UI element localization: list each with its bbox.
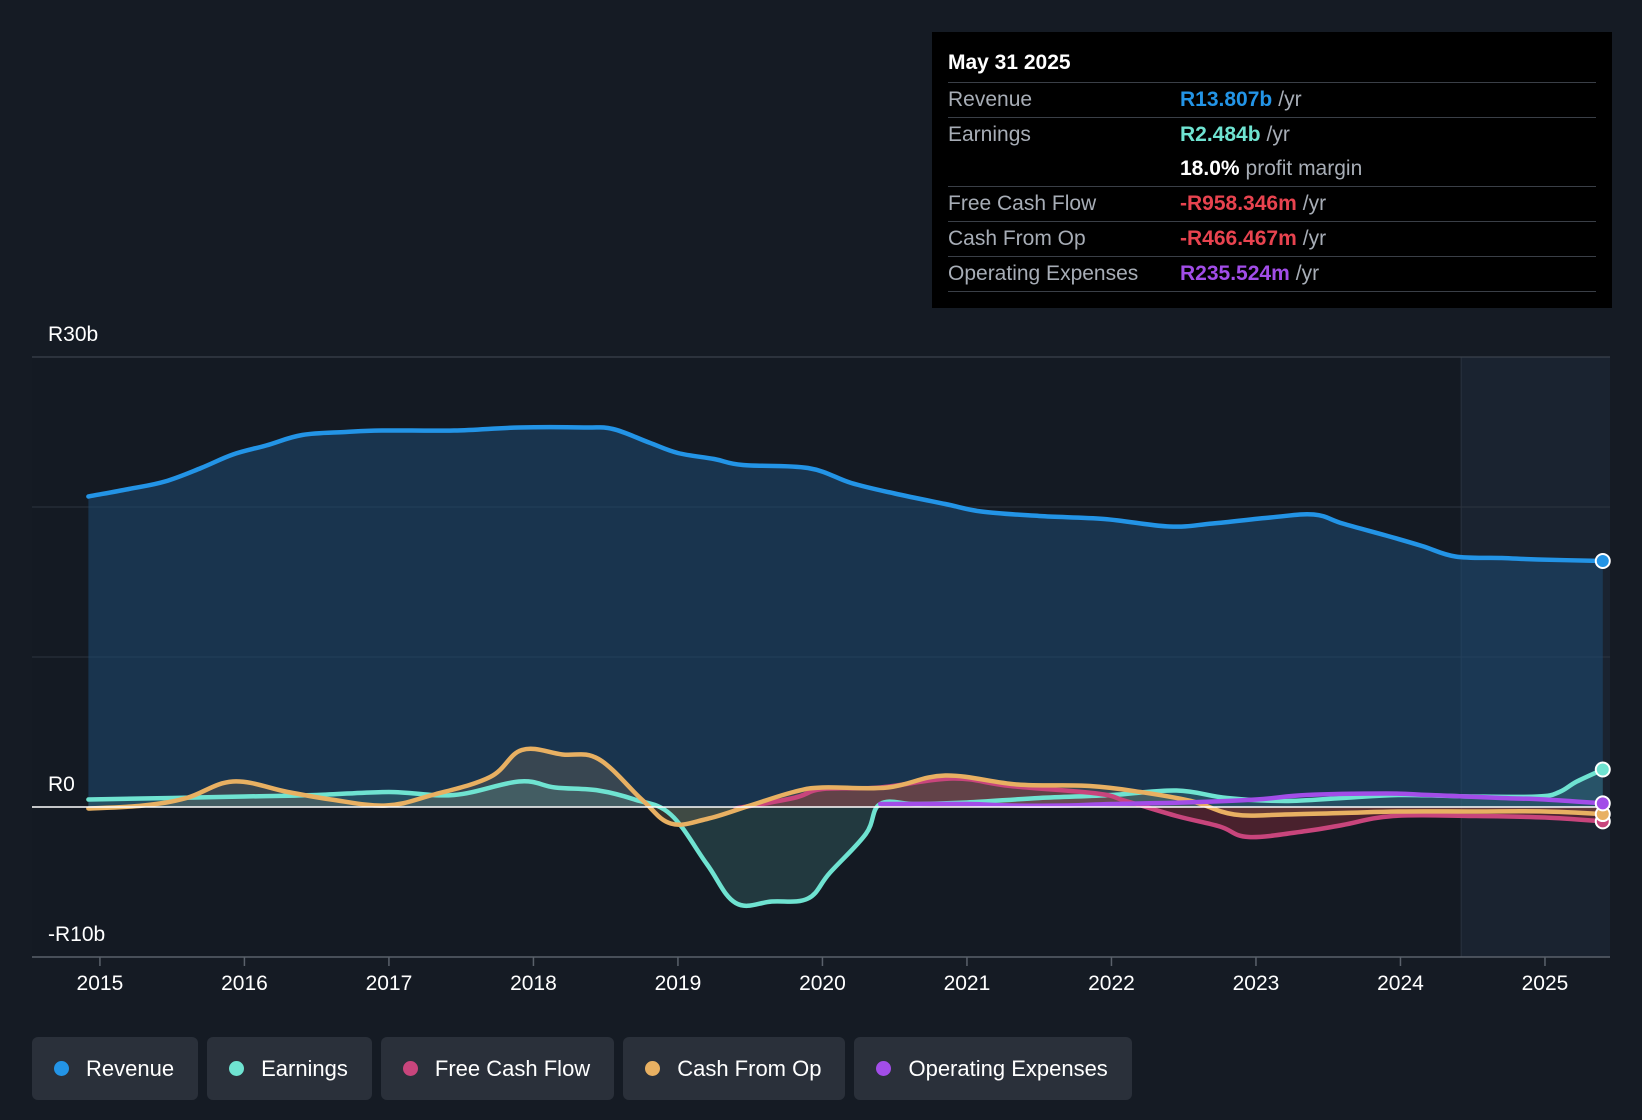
tooltip-value: R13.807b: [1180, 88, 1273, 111]
y-tick-label: R30b: [48, 323, 98, 346]
earnings-area: [88, 769, 1603, 906]
tooltip-label: Operating Expenses: [948, 262, 1139, 285]
free-cash-flow-dot-icon: [402, 1061, 418, 1076]
tooltip-label: Cash From Op: [948, 227, 1086, 250]
tooltip-value: -R466.467m: [1180, 227, 1297, 250]
tooltip-value: R235.524m: [1180, 262, 1290, 285]
tooltip-row-free-cash-flow: Free Cash Flow -R958.346m /yr: [948, 186, 1596, 221]
x-tick-label: 2020: [799, 972, 846, 995]
tooltip-unit: /yr: [1266, 123, 1290, 146]
legend-label: Operating Expenses: [908, 1055, 1108, 1081]
tooltip-date: May 31 2025: [948, 51, 1071, 74]
legend-item-cash-from-op[interactable]: Cash From Op: [623, 1037, 846, 1100]
legend-label: Revenue: [86, 1055, 175, 1081]
cash-from-op-dot-icon: [645, 1061, 661, 1076]
operating-expenses-dot-icon: [876, 1061, 892, 1076]
revenue-end-marker: [1594, 553, 1611, 569]
x-tick-label: 2015: [77, 972, 124, 995]
tooltip-row-operating-expenses: Operating Expenses R235.524m /yr: [948, 256, 1596, 292]
revenue-dot-icon: [54, 1061, 69, 1076]
x-tick-label: 2019: [655, 972, 702, 995]
tooltip-label: Earnings: [948, 123, 1031, 146]
tooltip-row-earnings: Earnings R2.484b /yr: [948, 117, 1596, 152]
tooltip-panel: May 31 2025 Revenue R13.807b /yr Earning…: [932, 32, 1612, 308]
tooltip-value: R2.484b: [1180, 123, 1261, 146]
legend-item-revenue[interactable]: Revenue: [32, 1037, 199, 1100]
y-tick-label: R0: [48, 773, 75, 796]
tooltip-unit: profit margin: [1245, 157, 1363, 180]
cash-from-op-area: [88, 748, 1603, 825]
earnings-dot-icon: [229, 1061, 245, 1076]
tooltip-unit: /yr: [1302, 192, 1327, 215]
x-tick-label: 2023: [1233, 972, 1280, 995]
tooltip-label: [948, 152, 1180, 186]
revenue-area: [88, 427, 1603, 807]
x-tick-label: 2017: [366, 972, 413, 995]
tooltip-label: Free Cash Flow: [948, 192, 1097, 215]
tooltip-value: 18.0%: [1180, 157, 1240, 180]
x-tick-label: 2024: [1377, 972, 1424, 995]
tooltip-unit: /yr: [1295, 262, 1320, 285]
cash-from-op-line: [86, 746, 1606, 827]
legend-label: Cash From Op: [677, 1055, 822, 1081]
x-tick-label: 2018: [510, 972, 557, 995]
operating-expenses-line: [877, 791, 1606, 808]
legend-item-operating-expenses[interactable]: Operating Expenses: [854, 1037, 1132, 1100]
tooltip-value: -R958.346m: [1180, 192, 1297, 215]
tooltip-label: Revenue: [948, 88, 1033, 111]
legend: Revenue Earnings Free Cash Flow Cash Fro…: [32, 1037, 1132, 1100]
tooltip-unit: /yr: [1278, 88, 1302, 111]
x-tick-label: 2021: [944, 972, 991, 995]
y-tick-label: -R10b: [48, 923, 105, 946]
legend-label: Free Cash Flow: [434, 1055, 591, 1081]
tooltip-unit: /yr: [1302, 227, 1327, 250]
x-tick-label: 2025: [1522, 972, 1569, 995]
x-tick-label: 2022: [1088, 972, 1135, 995]
tooltip-row-cash-from-op: Cash From Op -R466.467m /yr: [948, 221, 1596, 256]
legend-label: Earnings: [261, 1055, 348, 1081]
operating-expenses-end-marker: [1594, 795, 1611, 812]
tooltip-row-profit-margin: 18.0% profit margin: [948, 152, 1596, 186]
x-tick-label: 2016: [221, 972, 268, 995]
tooltip-row-revenue: Revenue R13.807b /yr: [948, 82, 1596, 117]
legend-item-earnings[interactable]: Earnings: [207, 1037, 372, 1100]
legend-item-free-cash-flow[interactable]: Free Cash Flow: [380, 1037, 615, 1100]
revenue-line: [86, 424, 1606, 564]
earnings-end-marker: [1594, 761, 1611, 778]
